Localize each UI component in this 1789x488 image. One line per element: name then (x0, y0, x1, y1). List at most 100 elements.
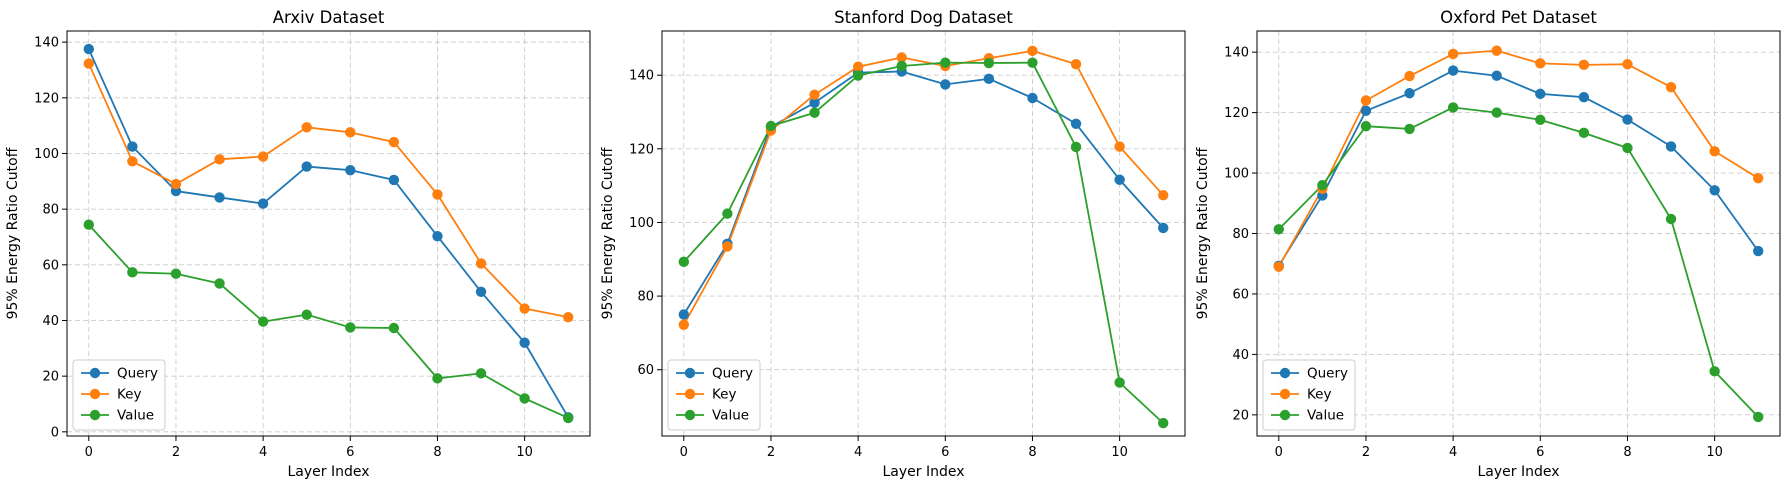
legend-swatch-marker (1279, 409, 1291, 421)
chart-title: Stanford Dog Dataset (834, 8, 1013, 27)
data-point-value (475, 368, 487, 379)
data-point-value (83, 219, 94, 230)
data-point-value (852, 70, 864, 81)
data-point-value (563, 412, 574, 424)
y-axis-label: 95% Energy Ratio Cutoff (600, 147, 616, 319)
y-tick-label: 0 (51, 425, 59, 440)
data-point-key (1404, 70, 1415, 82)
data-point-key (1070, 58, 1082, 70)
x-tick-label: 10 (1706, 445, 1723, 460)
data-point-value (1027, 57, 1038, 68)
data-point-value (1535, 114, 1546, 126)
legend-label-query: Query (1307, 366, 1348, 382)
data-point-query (1404, 88, 1415, 99)
data-point-value (1158, 417, 1169, 429)
series-line-key (87, 63, 569, 319)
data-point-value (519, 393, 530, 404)
legend-label-value: Value (117, 408, 154, 424)
chart-panel-1: 0 2 4 6 8 10 60 80 100 120 140 Stanford Dog Dataset… (600, 8, 1186, 480)
data-point-query (432, 230, 443, 242)
y-tick-label: 60 (1232, 287, 1249, 302)
x-tick-label: 4 (854, 445, 862, 460)
y-tick-label: 80 (42, 203, 59, 218)
x-tick-label: 2 (172, 445, 180, 460)
legend-label-query: Query (117, 366, 158, 382)
data-point-key (1665, 82, 1677, 93)
legend-label-key: Key (117, 387, 141, 403)
data-point-query (519, 337, 530, 348)
axes-frame (66, 30, 591, 437)
data-point-key (1535, 58, 1546, 69)
legend-swatch-marker (1279, 388, 1291, 400)
chart-title: Oxford Pet Dataset (1440, 8, 1597, 27)
data-point-key (301, 122, 312, 133)
legend-swatch-marker (89, 409, 101, 421)
data-point-key (432, 189, 443, 200)
x-axis-label: Layer Index (882, 464, 964, 480)
data-point-value (1360, 121, 1372, 132)
data-point-key (519, 303, 530, 314)
data-point-key (1622, 59, 1633, 70)
legend-swatch-marker (684, 367, 696, 379)
data-point-value (301, 309, 312, 320)
series-line-key (1278, 49, 1759, 268)
data-point-value (1491, 107, 1502, 118)
data-point-value (1622, 142, 1633, 154)
data-point-value (432, 373, 443, 384)
data-point-key (722, 241, 733, 252)
y-tick-label: 100 (1224, 167, 1249, 182)
data-point-key (1027, 45, 1038, 57)
data-point-query (127, 141, 138, 152)
data-point-key (388, 136, 400, 148)
y-tick-label: 80 (1232, 227, 1249, 242)
legend-swatch-marker (89, 367, 101, 379)
axes-frame (661, 30, 1186, 437)
data-point-value (1665, 213, 1677, 225)
data-point-query (1491, 70, 1502, 81)
data-point-key (563, 311, 574, 323)
y-tick-label: 140 (1224, 46, 1249, 61)
data-point-value (1404, 123, 1415, 135)
series-line-query (1278, 69, 1759, 267)
legend-swatch-marker (684, 409, 696, 421)
x-tick-label: 0 (85, 445, 93, 460)
x-tick-label: 0 (680, 445, 688, 460)
data-point-query (940, 79, 951, 90)
data-point-key (345, 127, 356, 138)
data-point-query (1114, 174, 1125, 185)
x-tick-label: 2 (1362, 445, 1370, 460)
y-tick-label: 60 (42, 258, 59, 273)
data-point-query (345, 164, 356, 176)
data-point-query (1578, 91, 1590, 103)
data-point-query (388, 174, 400, 186)
x-tick-label: 8 (1028, 445, 1036, 460)
data-point-key (1273, 261, 1284, 272)
data-point-value (940, 57, 951, 68)
data-point-value (765, 120, 777, 132)
data-point-value (1273, 224, 1284, 235)
data-point-value (1317, 179, 1328, 191)
y-axis-label: 95% Energy Ratio Cutoff (1195, 147, 1211, 319)
data-point-value (257, 316, 269, 327)
x-tick-label: 8 (433, 445, 441, 460)
data-point-key (1158, 190, 1169, 201)
legend-label-value: Value (712, 408, 749, 424)
data-point-query (678, 309, 689, 320)
x-tick-label: 0 (1275, 445, 1283, 460)
y-tick-label: 140 (34, 36, 59, 51)
y-tick-label: 120 (629, 142, 654, 157)
y-tick-label: 120 (1224, 106, 1249, 121)
data-point-value (127, 267, 138, 278)
x-tick-label: 10 (1111, 445, 1128, 460)
data-point-value (1447, 102, 1459, 113)
x-tick-label: 6 (1536, 445, 1544, 460)
x-axis-label: Layer Index (287, 464, 369, 480)
data-point-value (809, 107, 820, 118)
data-point-key (896, 52, 907, 63)
data-point-key (1447, 48, 1459, 60)
data-point-key (475, 258, 487, 269)
legend: Query Key Value (72, 359, 166, 431)
data-point-key (1709, 146, 1720, 157)
data-point-query (1709, 185, 1720, 196)
